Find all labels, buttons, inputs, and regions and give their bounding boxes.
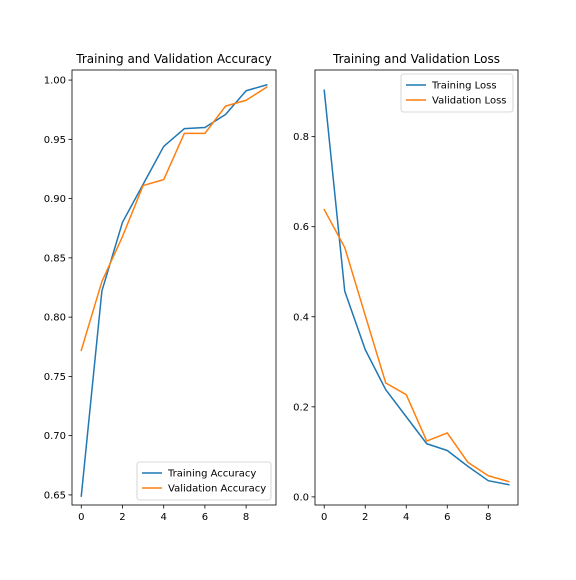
- chart-title: Training and Validation Accuracy: [75, 52, 271, 66]
- x-tick-label: 8: [485, 512, 491, 523]
- series-line-training: [323, 89, 510, 486]
- y-tick-label: 0.95: [44, 135, 66, 146]
- legend-box: [136, 461, 272, 501]
- y-tick-label: 0.6: [293, 222, 309, 233]
- x-tick-label: 0: [321, 512, 327, 523]
- x-tick-label: 4: [403, 512, 409, 523]
- axes-frame: [314, 69, 519, 506]
- legend-label: Validation Accuracy: [168, 484, 266, 495]
- y-tick-label: 0.75: [44, 372, 66, 383]
- x-tick-label: 6: [202, 512, 208, 523]
- y-tick-label: 0.2: [293, 402, 309, 413]
- legend: Training Accuracy Validation Accuracy: [136, 461, 272, 501]
- x-tick-label: 6: [444, 512, 450, 523]
- x-tick-label: 2: [362, 512, 368, 523]
- y-tick-label: 0.80: [44, 313, 66, 324]
- y-tick-label: 0.0: [293, 492, 309, 503]
- y-tick-label: 0.85: [44, 253, 66, 264]
- x-tick-label: 8: [243, 512, 249, 523]
- axes-frame: [71, 69, 277, 506]
- series-line-training: [80, 83, 268, 497]
- y-tick-label: 0.90: [44, 194, 66, 205]
- y-tick-label: 0.4: [293, 312, 309, 323]
- y-tick-label: 0.70: [44, 431, 66, 442]
- legend-label: Validation Loss: [432, 96, 507, 107]
- legend-box: [400, 73, 514, 113]
- series-line-validation: [80, 86, 268, 352]
- panel-1: Training and Validation Accuracy 0 2 4 6 8 0.6…: [44, 52, 277, 523]
- legend: Training Loss Validation Loss: [400, 73, 514, 113]
- x-tick-label: 4: [161, 512, 167, 523]
- x-tick-label: 0: [78, 512, 84, 523]
- y-tick-label: 0.65: [44, 490, 66, 501]
- panel-2: Training and Validation Loss 0 2 4 6 8 0.0 0.2 0…: [293, 52, 519, 523]
- x-tick-label: 2: [119, 512, 125, 523]
- y-tick-label: 0.8: [293, 132, 309, 143]
- chart-title: Training and Validation Loss: [332, 52, 500, 66]
- legend-label: Training Loss: [431, 81, 497, 92]
- series-line-validation: [323, 208, 510, 483]
- y-tick-label: 1.00: [44, 76, 66, 87]
- legend-label: Training Accuracy: [167, 469, 256, 480]
